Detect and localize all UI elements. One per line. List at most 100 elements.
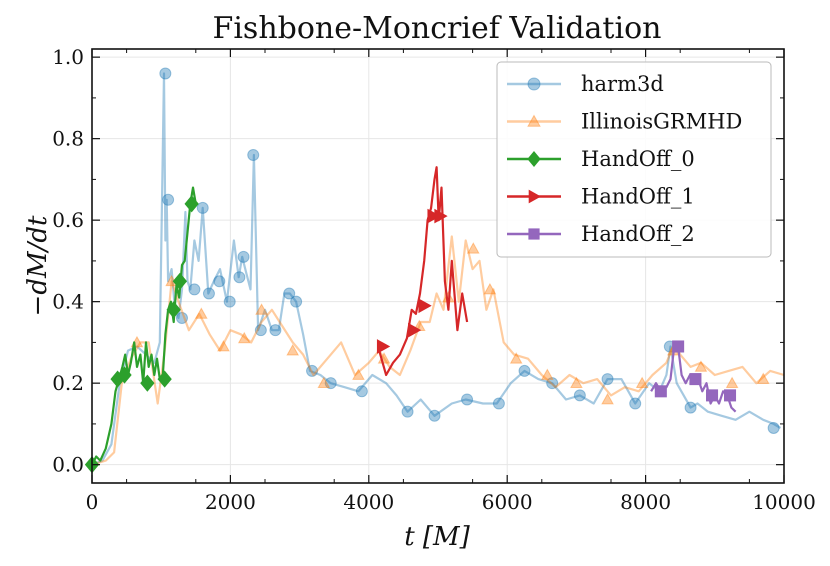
data-point-harm3d [601,373,614,386]
legend-entry-harm3d: harm3d [507,72,664,96]
data-point-handoff-0 [172,272,188,290]
data-point-illinoisgrmhd [635,376,649,389]
x-tick-label: 10000 [752,490,816,514]
legend-entry-handoff-2: HandOff_2 [507,222,695,246]
data-point-harm3d [573,389,586,402]
data-point-harm3d [355,385,368,398]
data-point-handoff-2 [723,389,737,402]
series-line-handoff-0 [91,186,197,466]
plot-frame [91,48,785,484]
legend: harm3d IllinoisGRMHD HandOff_0 HandOff_1 Han… [496,61,772,258]
data-point-illinoisgrmhd [237,331,251,344]
data-point-harm3d [202,287,215,300]
legend-label: harm3d [581,72,664,96]
data-point-handoff-2 [706,389,719,402]
data-point-harm3d [196,201,209,214]
data-point-harm3d [213,275,226,288]
y-tick-label: 0.4 [52,290,84,314]
data-point-illinoisgrmhd [483,282,497,295]
series-handoff-2 [650,340,737,413]
data-point-handoff-1 [427,208,441,224]
ticks: 0 2000 4000 6000 8000 10000 0.0 0.2 0.4 0.6 0.8 1.0 [52,45,816,514]
legend-marker [527,77,541,91]
data-point-harm3d [428,409,441,422]
data-point-handoff-1 [418,298,432,314]
y-axis-label: −dM/dt [23,215,53,316]
data-point-handoff-0 [117,366,132,384]
series-line-handoff-1 [378,166,469,377]
data-point-harm3d [461,393,474,406]
data-point-handoff-0 [157,370,172,388]
data-point-illinoisgrmhd [352,368,365,380]
y-tick-label: 1.0 [52,45,84,69]
data-point-harm3d [283,287,296,300]
legend-box [496,61,772,258]
legend-marker [527,114,541,127]
y-tick-label: 0.8 [52,127,84,151]
data-point-handoff-0 [140,374,155,392]
plot-area [84,67,785,474]
data-point-handoff-1 [408,322,422,338]
legend-label: HandOff_0 [581,147,695,171]
data-point-harm3d [492,397,505,410]
data-point-illinoisgrmhd [317,376,331,389]
x-tick-label: 6000 [482,490,533,514]
data-point-handoff-0 [184,195,199,213]
data-point-harm3d [223,295,236,308]
data-point-illinoisgrmhd [194,307,208,319]
legend-entry-handoff-1: HandOff_1 [507,185,695,209]
data-point-harm3d [518,364,531,377]
series-handoff-0 [84,186,199,474]
legend-entry-illinoisgrmhd: IllinoisGRMHD [507,110,742,134]
legend-label: HandOff_2 [581,222,695,246]
legend-marker [528,189,542,204]
y-tick-label: 0.2 [52,371,84,395]
data-point-illinoisgrmhd [756,372,770,384]
data-point-harm3d [546,377,559,390]
legend-label: IllinoisGRMHD [581,110,742,134]
data-point-harm3d [254,324,267,337]
legend-entry-handoff-0: HandOff_0 [507,147,695,171]
data-point-harm3d [162,193,175,206]
data-point-harm3d [684,401,697,414]
data-point-handoff-2 [689,373,702,386]
data-point-harm3d [306,364,319,377]
data-point-harm3d [767,421,780,434]
data-point-handoff-0 [166,301,181,319]
data-point-illinoisgrmhd [570,376,583,389]
data-point-illinoisgrmhd [217,339,230,352]
data-point-harm3d [401,405,414,418]
data-point-harm3d [629,397,642,410]
data-point-illinoisgrmhd [725,376,739,389]
legend-label: HandOff_1 [581,185,695,209]
data-point-harm3d [175,311,188,324]
y-tick-label: 0.6 [52,208,84,232]
data-point-handoff-1 [434,208,448,224]
data-point-harm3d [159,67,172,80]
data-point-handoff-1 [376,339,391,354]
data-point-harm3d [233,271,246,284]
data-point-harm3d [247,148,260,161]
data-point-harm3d [188,283,201,296]
data-point-illinoisgrmhd [540,368,554,380]
x-tick-label: 0 [86,490,99,514]
data-point-illinoisgrmhd [286,344,300,356]
series-handoff-1 [376,166,469,377]
data-point-illinoisgrmhd [255,303,268,315]
legend-marker [527,151,541,167]
data-point-harm3d [324,377,337,390]
data-point-illinoisgrmhd [466,242,480,254]
data-point-harm3d [290,295,303,308]
x-tick-label: 4000 [343,490,394,514]
x-tick-label: 2000 [205,490,256,514]
data-point-handoff-2 [654,385,667,398]
x-tick-label: 8000 [620,490,671,514]
data-point-illinoisgrmhd [601,392,614,405]
x-axis-label: t [M] [404,522,470,552]
legend-marker [528,228,540,240]
data-point-harm3d [269,324,282,337]
data-point-harm3d [237,250,250,263]
data-point-illinoisgrmhd [509,352,523,364]
series-line-illinoisgrmhd [91,235,785,466]
